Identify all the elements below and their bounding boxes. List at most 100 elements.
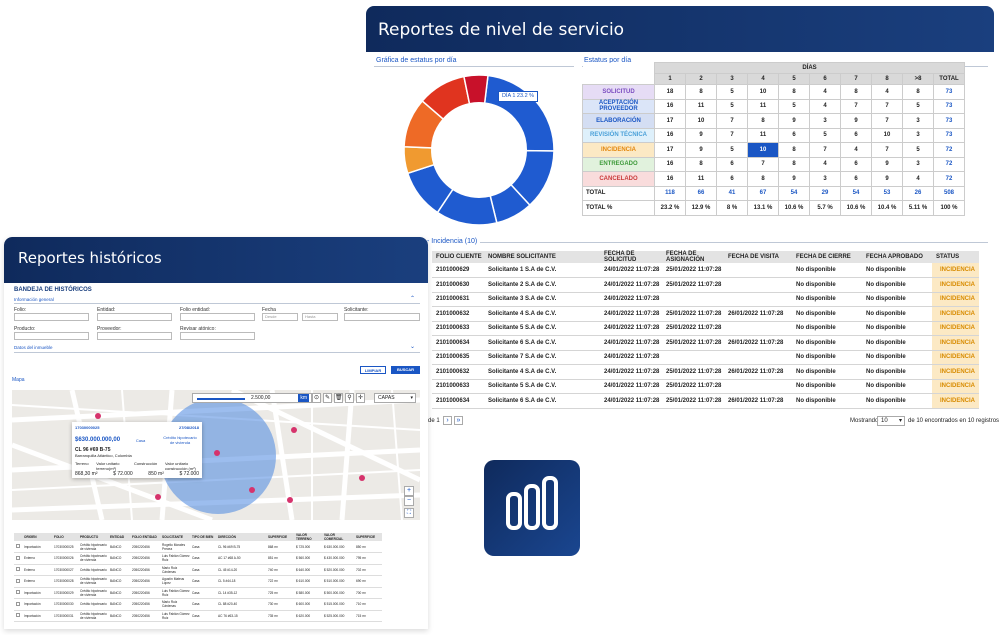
status-cell[interactable]: 5 xyxy=(716,142,748,158)
zoom-out-button[interactable]: − xyxy=(404,496,414,506)
hist-row[interactable]: Externo 17030000028 Crédito hipotecario de… xyxy=(14,575,382,588)
hist-row[interactable]: Externo 17030000026 Crédito hipotecario de… xyxy=(14,552,382,565)
status-cell[interactable]: 3 xyxy=(809,113,841,129)
status-cell[interactable]: 5 xyxy=(902,142,934,158)
status-cell[interactable]: 8 xyxy=(778,84,810,100)
trash-icon[interactable]: 🗑 xyxy=(334,393,343,403)
status-cell[interactable]: 16 xyxy=(654,98,686,114)
status-cell[interactable]: 7 xyxy=(747,156,779,172)
status-cell[interactable]: 17 xyxy=(654,113,686,129)
checkbox-icon[interactable] xyxy=(16,613,20,618)
clear-button[interactable]: LIMPIAR xyxy=(360,366,386,374)
status-cell[interactable]: 8 xyxy=(685,156,717,172)
status-cell[interactable]: 4 xyxy=(871,84,903,100)
page-size-select[interactable]: 10 ▾ xyxy=(877,416,905,426)
last-page-button[interactable]: » xyxy=(454,416,463,425)
entidad-select[interactable] xyxy=(97,313,172,321)
status-cell[interactable]: 10 xyxy=(685,113,717,129)
solicitante-input[interactable] xyxy=(344,313,420,321)
inc-row[interactable]: 2101000629 Solicitante 1 S.A de C.V. 24/01… xyxy=(432,263,979,278)
inc-row[interactable]: 2101000634 Solicitante 6 S.A de C.V. 24/01… xyxy=(432,335,979,351)
status-cell[interactable]: 8 xyxy=(778,156,810,172)
status-cell[interactable]: 17 xyxy=(654,142,686,158)
hist-row[interactable]: Externo 17030000027 Crédito hipotecario BAN… xyxy=(14,564,382,576)
status-cell[interactable]: 8 xyxy=(840,84,872,100)
status-cell[interactable]: 6 xyxy=(716,171,748,187)
status-cell[interactable]: 7 xyxy=(871,98,903,114)
inc-row[interactable]: 2101000634 Solicitante 6 S.A de C.V. 24/01… xyxy=(432,393,979,409)
status-cell[interactable]: 16 xyxy=(654,171,686,187)
checkbox-icon[interactable] xyxy=(16,578,20,583)
hist-row[interactable]: Importación 17030000025 Crédito hipotecari… xyxy=(14,541,382,553)
status-cell[interactable]: 10 xyxy=(871,127,903,143)
status-cell[interactable]: 4 xyxy=(809,98,841,114)
target-icon[interactable]: ⊙ xyxy=(312,393,321,403)
status-cell[interactable]: 9 xyxy=(685,142,717,158)
hist-row[interactable]: Importación 17030000031 Crédito hipotecari… xyxy=(14,610,382,622)
status-cell[interactable]: 4 xyxy=(809,156,841,172)
crosshair-icon[interactable]: ✛ xyxy=(356,393,365,403)
status-cell[interactable]: 6 xyxy=(840,127,872,143)
inc-row[interactable]: 2101000635 Solicitante 7 S.A de C.V. 24/01… xyxy=(432,350,979,365)
status-cell[interactable]: 72 xyxy=(933,171,965,187)
info-general-toggle[interactable]: Información general xyxy=(14,297,54,302)
checkbox-icon[interactable] xyxy=(16,567,20,572)
inc-row[interactable]: 2101000631 Solicitante 3 S.A de C.V. 24/01… xyxy=(432,292,979,307)
status-cell[interactable]: 7 xyxy=(871,113,903,129)
status-cell[interactable]: 6 xyxy=(778,127,810,143)
inc-row[interactable]: 2101000633 Solicitante 5 S.A de C.V. 24/01… xyxy=(432,379,979,394)
status-cell[interactable]: 5 xyxy=(809,127,841,143)
status-cell[interactable]: 10 xyxy=(747,84,779,100)
donut-slice->8[interactable] xyxy=(463,75,489,105)
status-cell[interactable]: 73 xyxy=(933,127,965,143)
status-cell[interactable]: 72 xyxy=(933,142,965,158)
map-view[interactable]: 2.500,00 km ⊙ ✎ 🗑 ⚲ ✛ CAPAS ▾ + − ⛶ 1703… xyxy=(12,390,420,520)
pin-icon[interactable]: ⚲ xyxy=(345,393,354,403)
next-page-button[interactable]: › xyxy=(443,416,452,425)
status-cell[interactable]: 3 xyxy=(902,127,934,143)
status-cell[interactable]: 3 xyxy=(902,113,934,129)
status-cell[interactable]: 10 xyxy=(747,142,779,158)
inc-row[interactable]: 2101000630 Solicitante 2 S.A de C.V. 24/01… xyxy=(432,277,979,293)
property-card[interactable]: 17030000025 27/08/2018 $630.000.000,00 C… xyxy=(72,422,202,478)
status-cell[interactable]: 4 xyxy=(809,84,841,100)
status-cell[interactable]: 6 xyxy=(840,171,872,187)
status-cell[interactable]: 8 xyxy=(902,84,934,100)
status-cell[interactable]: 9 xyxy=(871,156,903,172)
row-checkbox[interactable] xyxy=(14,541,22,553)
layers-select[interactable]: CAPAS ▾ xyxy=(374,393,416,403)
distance-slider[interactable]: 2.500,00 km xyxy=(192,393,312,403)
status-cell[interactable]: 11 xyxy=(685,171,717,187)
row-checkbox[interactable] xyxy=(14,552,22,565)
status-cell[interactable]: 4 xyxy=(902,171,934,187)
row-checkbox[interactable] xyxy=(14,575,22,588)
hist-row[interactable]: Importación 17030000030 Crédito hipotecari… xyxy=(14,598,382,611)
status-cell[interactable]: 7 xyxy=(840,98,872,114)
status-cell[interactable]: 8 xyxy=(778,142,810,158)
status-cell[interactable]: 16 xyxy=(654,156,686,172)
row-checkbox[interactable] xyxy=(14,587,22,599)
status-cell[interactable]: 73 xyxy=(933,84,965,100)
status-cell[interactable]: 16 xyxy=(654,127,686,143)
status-cell[interactable]: 7 xyxy=(871,142,903,158)
status-cell[interactable]: 5 xyxy=(716,98,748,114)
inc-row[interactable]: 2101000632 Solicitante 4 S.A de C.V. 24/01… xyxy=(432,306,979,322)
donut-slice-1[interactable] xyxy=(483,75,555,152)
chevron-up-icon[interactable]: ⌃ xyxy=(410,296,416,302)
status-cell[interactable]: 11 xyxy=(685,98,717,114)
producto-select[interactable] xyxy=(14,332,89,340)
zoom-in-button[interactable]: + xyxy=(404,486,414,496)
checkbox-icon[interactable] xyxy=(16,601,20,606)
revisar-select[interactable] xyxy=(180,332,255,340)
status-cell[interactable]: 73 xyxy=(933,113,965,129)
status-cell[interactable]: 9 xyxy=(840,113,872,129)
hist-row[interactable]: Importación 17030000029 Crédito hipotecari… xyxy=(14,587,382,599)
folio-entidad-input[interactable] xyxy=(180,313,255,321)
status-cell[interactable]: 6 xyxy=(716,156,748,172)
search-button[interactable]: BUSCAR xyxy=(391,366,420,374)
datos-inmueble-toggle[interactable]: Datos del inmueble xyxy=(14,345,53,350)
status-cell[interactable]: 3 xyxy=(809,171,841,187)
checkbox-icon[interactable] xyxy=(16,590,20,595)
status-cell[interactable]: 72 xyxy=(933,156,965,172)
status-cell[interactable]: 11 xyxy=(747,98,779,114)
